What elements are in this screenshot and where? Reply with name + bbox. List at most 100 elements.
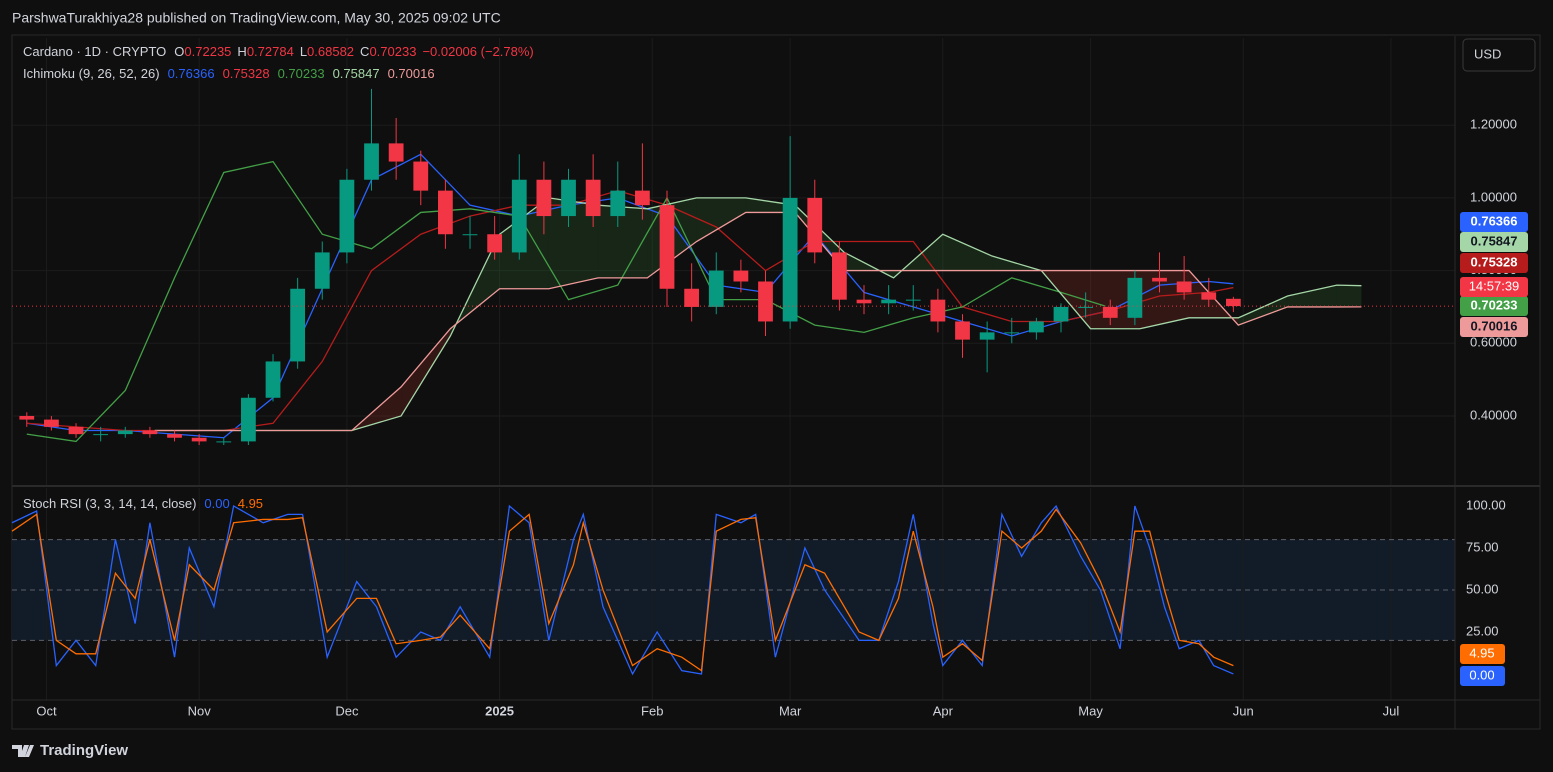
candle-body [191, 437, 207, 442]
candle-body [1028, 321, 1044, 333]
price-label-box [1460, 232, 1528, 252]
candle-body [388, 143, 404, 162]
candle-body [1004, 332, 1020, 334]
stoch-title: Stoch RSI (3, 3, 14, 14, close) [23, 496, 196, 511]
x-tick-label: Apr [933, 703, 954, 718]
candle-body [167, 434, 182, 438]
candle-body [241, 397, 256, 442]
x-tick-label: Nov [188, 703, 212, 718]
price-label: 0.75847 [1471, 233, 1518, 248]
candle-body [782, 197, 798, 322]
countdown-box [1460, 277, 1528, 297]
y-tick-label: 1.20000 [1470, 117, 1517, 132]
candle-body [684, 288, 700, 307]
ohlc-key: L [300, 44, 307, 59]
price-label-box [1460, 317, 1528, 337]
candle-body [561, 179, 576, 217]
price-label: 0.75328 [1471, 254, 1518, 269]
candle-body [117, 430, 133, 435]
candle-body [487, 234, 503, 253]
price-label: 0.70016 [1471, 318, 1518, 333]
y-tick-label: 1.00000 [1470, 189, 1517, 204]
candle-body [438, 190, 453, 235]
ichimoku-cloud [1287, 285, 1337, 307]
candle-body [733, 270, 749, 282]
currency-button-frame[interactable] [1462, 38, 1536, 72]
price-label-box [1460, 253, 1528, 273]
candle-body [1127, 277, 1143, 318]
stoch-legend-value: 4.95 [238, 496, 263, 511]
candle-body [413, 161, 429, 191]
countdown-label: 14:57:39 [1469, 278, 1520, 293]
indicator-value: 0.70016 [388, 66, 435, 81]
candle-body [1225, 298, 1241, 307]
candle-body [290, 288, 306, 362]
candle-body [44, 419, 59, 427]
ichimoku-cloud [401, 328, 451, 416]
ohlc-key: H [237, 44, 246, 59]
currency-button[interactable]: USD [1462, 38, 1536, 72]
price-label-box [1460, 212, 1528, 232]
candle-body [807, 197, 823, 253]
candle-body [93, 434, 109, 436]
ohlc-value: 0.72784 [247, 44, 294, 59]
candle-body [585, 179, 601, 217]
indicator-legend: Ichimoku (9, 26, 52, 26) 0.76366 0.75328 0.… [23, 66, 435, 81]
candle-body [708, 270, 724, 307]
price-label: 0.70233 [1471, 297, 1518, 312]
stoch-legend: Stoch RSI (3, 3, 14, 14, close) 0.00 4.95 [23, 496, 263, 511]
indicator-name: Ichimoku (9, 26, 52, 26) [23, 66, 160, 81]
brand-name: TradingView [40, 742, 128, 759]
candle-body [19, 415, 35, 420]
y-tick-label: 0.60000 [1470, 335, 1517, 350]
candle-body [314, 252, 330, 289]
ohlc-value: 0.70233 [369, 44, 416, 59]
symbol-name: Cardano · 1D · CRYPTO [23, 44, 166, 59]
candle-body [955, 321, 970, 340]
leading-span-a [154, 197, 1362, 432]
candle-body [635, 190, 650, 206]
stoch-line [11, 508, 1234, 672]
candle-body [1078, 306, 1094, 308]
y-tick-label: 50.00 [1466, 581, 1499, 596]
lagging-span [26, 160, 1106, 443]
x-tick-label: Dec [335, 703, 359, 718]
x-tick-label: Jul [1383, 703, 1400, 718]
plot-area: Oct Nov Dec 2025 Feb Mar Apr May Jun Jul 0.40000 0.… [11, 38, 1528, 718]
candle-body [930, 299, 946, 322]
ohlc-key: O [174, 44, 184, 59]
candle-body [1176, 281, 1192, 293]
candle-body [758, 281, 773, 322]
y-tick-label: 0.40000 [1470, 407, 1517, 422]
candle-body [881, 299, 897, 304]
candle-body [68, 426, 84, 435]
candle-body [610, 190, 626, 217]
candle-body [462, 234, 478, 236]
brand-logo [12, 745, 34, 757]
stoch-value-label: 0.00 [1469, 667, 1494, 682]
ohlc-value: 0.72235 [184, 44, 231, 59]
candle-body [216, 441, 232, 443]
candle-body [856, 299, 872, 304]
ichimoku-cloud [696, 197, 746, 242]
indicator-value: 0.70233 [278, 66, 325, 81]
indicator-value: 0.76366 [168, 66, 215, 81]
candle-body [339, 179, 355, 253]
stoch-legend-value: 0.00 [204, 496, 229, 511]
x-tick-label: Feb [641, 703, 663, 718]
symbol-legend: Cardano · 1D · CRYPTO O0.72235 H0.72784 L0.… [23, 44, 534, 59]
candle-body [1102, 306, 1118, 318]
ohlc-key: C [360, 44, 369, 59]
stoch-value-box [1460, 644, 1505, 664]
candle-body [831, 252, 847, 300]
y-tick-label: 100.00 [1466, 497, 1506, 512]
ichimoku-cloud [1238, 296, 1288, 326]
candle-body [536, 179, 552, 217]
price-label-box [1460, 296, 1528, 316]
candle-body [659, 205, 675, 289]
currency-label[interactable]: USD [1474, 46, 1501, 61]
ohlc-value: 0.68582 [307, 44, 354, 59]
x-tick-label: Jun [1233, 703, 1254, 718]
x-tick-label: Mar [779, 703, 802, 718]
